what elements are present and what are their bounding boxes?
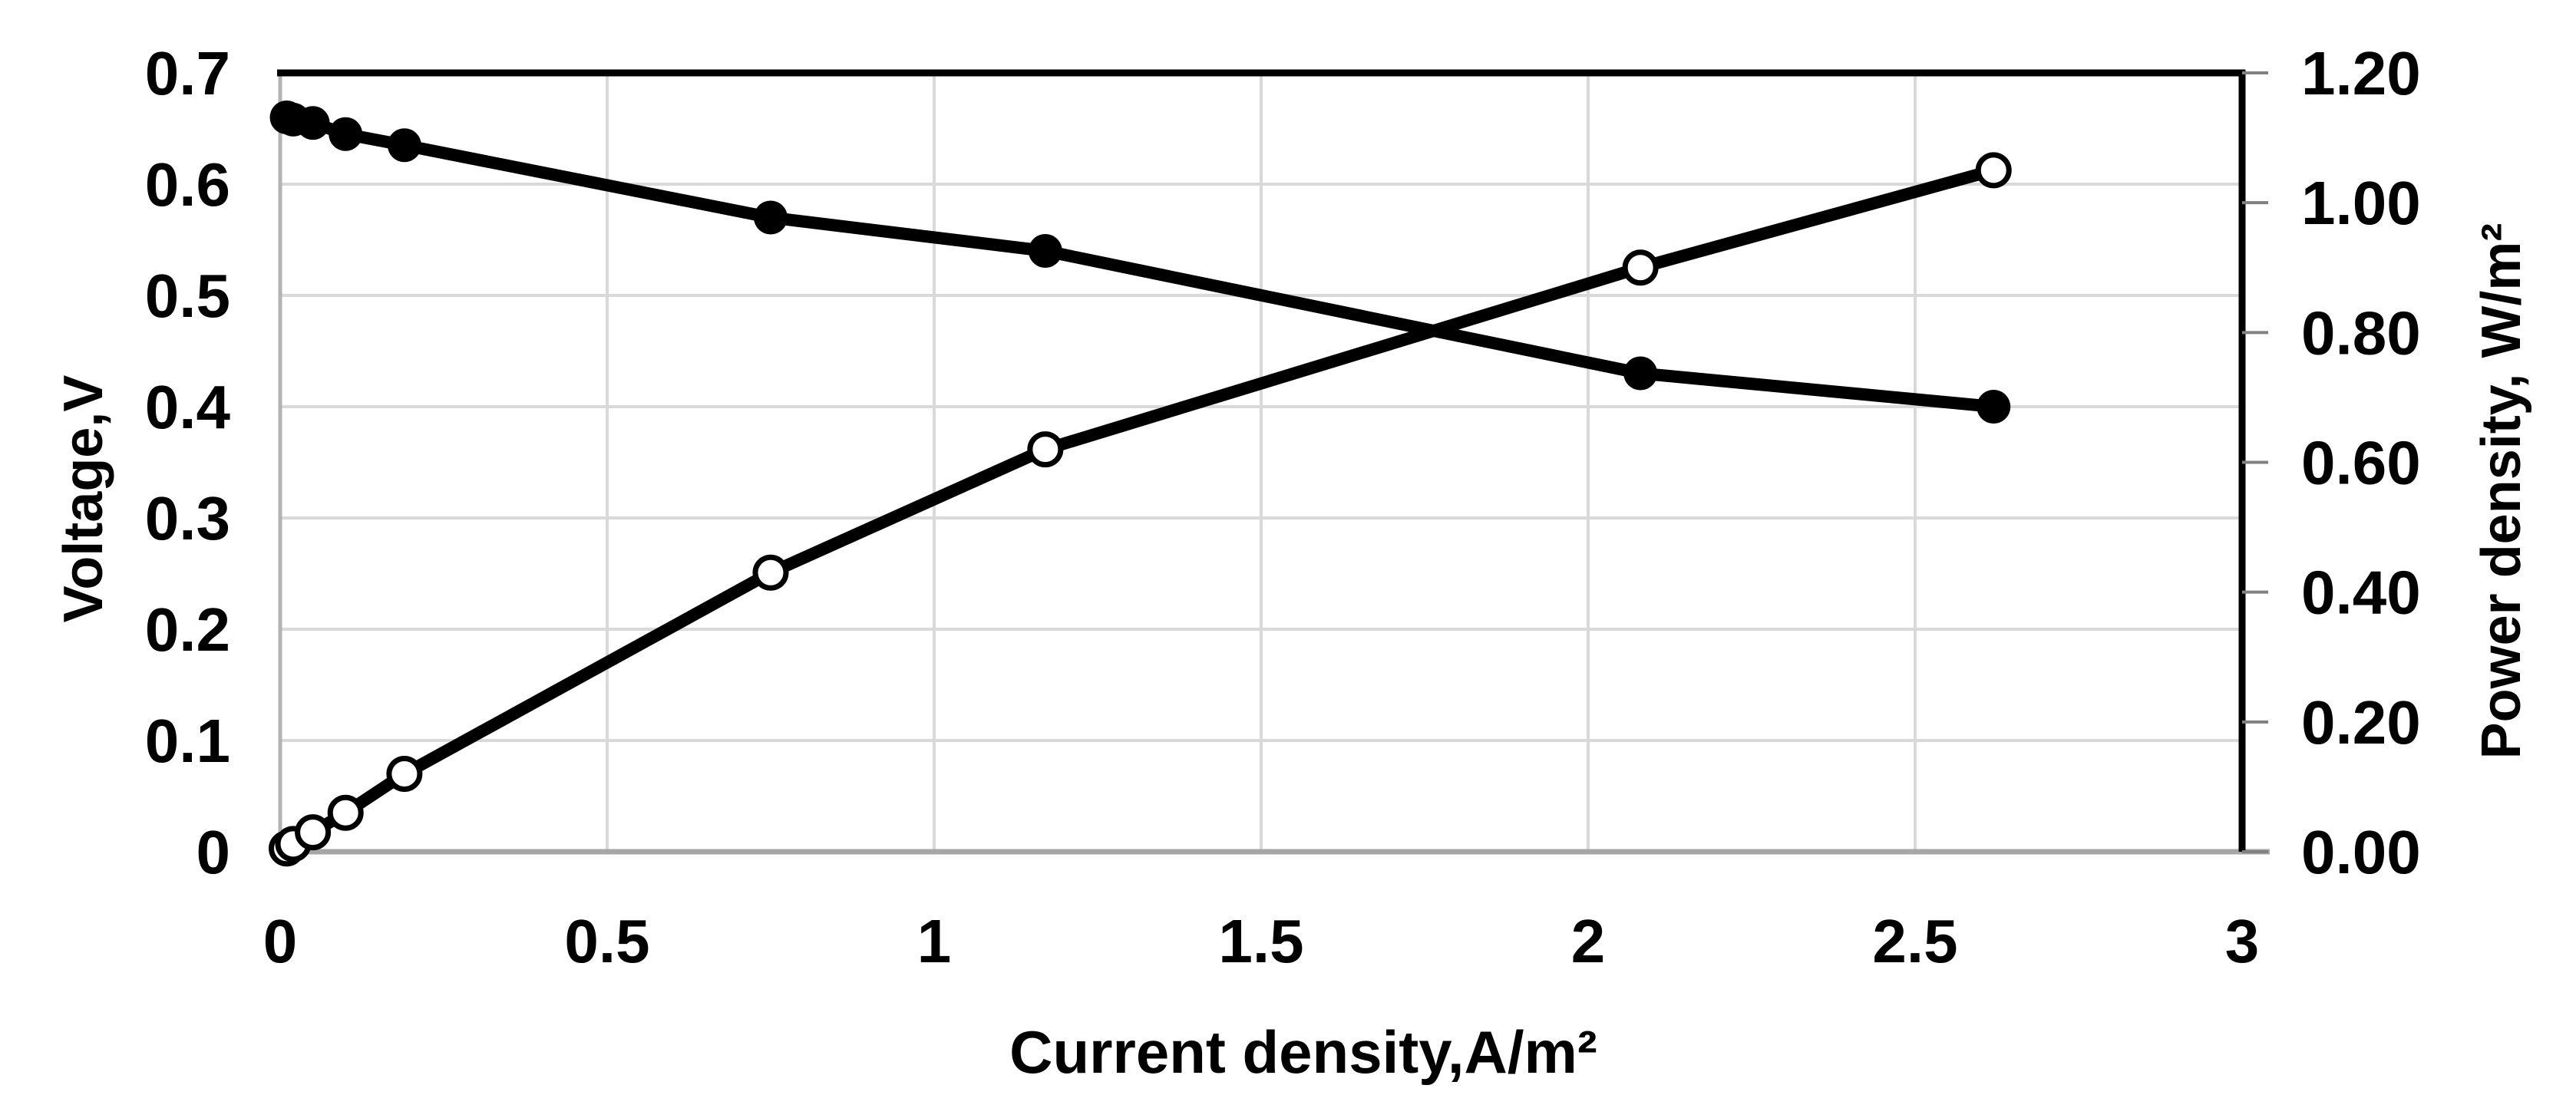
x-tick-label: 3	[2225, 907, 2260, 975]
right-tick-label: 1.20	[2301, 39, 2421, 107]
voltage-point-marker	[387, 128, 421, 163]
voltage-point-marker	[329, 117, 363, 151]
left-tick-label: 0.6	[145, 150, 230, 219]
right-axis-title: Power density, W/m²	[2471, 223, 2532, 760]
x-tick-label: 1	[917, 907, 952, 975]
power-density-point-marker	[327, 794, 364, 831]
x-tick-label: 2	[1571, 907, 1606, 975]
power-density-point-marker	[1027, 431, 1064, 468]
right-tick-label: 0.40	[2301, 559, 2421, 627]
x-tick-label: 0.5	[564, 907, 649, 975]
data-series	[280, 111, 2000, 855]
right-tick-label: 1.00	[2301, 169, 2421, 237]
left-axis-title: Voltage,V	[53, 375, 114, 623]
voltage-point-marker	[754, 200, 788, 235]
left-tick-label: 0.1	[145, 707, 230, 775]
voltage-point-marker	[1977, 390, 2011, 424]
x-tick-label: 1.5	[1218, 907, 1303, 975]
left-tick-label: 0.5	[145, 262, 230, 330]
left-tick-label: 0.7	[145, 39, 230, 107]
x-tick-label: 0	[263, 907, 298, 975]
right-tick-label: 0.00	[2301, 818, 2421, 886]
data-markers	[269, 101, 2012, 867]
right-tick-label: 0.20	[2301, 688, 2421, 757]
x-axis-title: Current density,A/m²	[1009, 1018, 1597, 1086]
right-tick-label: 0.80	[2301, 298, 2421, 367]
voltage-point-marker	[1028, 234, 1062, 268]
left-tick-label: 0	[197, 818, 231, 886]
right-tick-label: 0.60	[2301, 429, 2421, 497]
power-density-point-marker	[295, 814, 332, 851]
voltage-point-marker	[1623, 356, 1658, 391]
voltage-point-marker	[296, 106, 330, 140]
power-density-point-marker	[752, 554, 789, 591]
power-density-point-marker	[1975, 152, 2012, 189]
power-density-point-marker	[386, 756, 423, 792]
axes	[277, 69, 2270, 855]
x-tick-label: 2.5	[1872, 907, 1957, 975]
left-tick-label: 0.3	[145, 484, 230, 552]
gridlines	[280, 73, 2242, 852]
left-tick-label: 0.4	[145, 373, 231, 441]
left-tick-label: 0.2	[145, 595, 230, 664]
power-density-point-marker	[1622, 249, 1659, 286]
voltage-series-line	[280, 111, 2000, 413]
tick-labels: 0.7 0.6 0.5 0.4 0.3 0.2 0.1 0 1.20 1.00 0.80 0.60 0.…	[145, 39, 2421, 975]
